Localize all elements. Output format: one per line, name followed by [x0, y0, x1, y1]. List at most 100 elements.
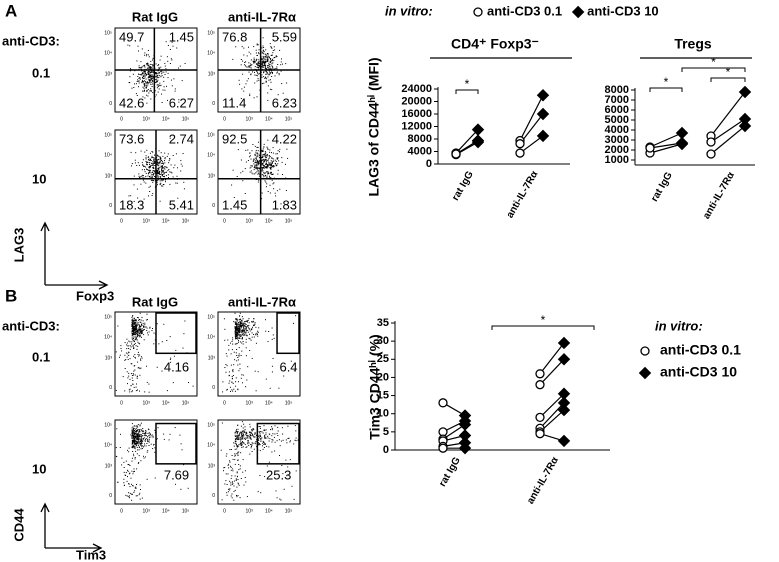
event-dot: [124, 368, 126, 369]
event-dot: [241, 324, 243, 326]
flow-y-tick-label: 10³: [208, 464, 216, 470]
event-dot: [230, 390, 231, 392]
event-dot: [133, 455, 135, 457]
event-dot: [151, 162, 153, 164]
quadrant-value: 4.22: [272, 131, 297, 146]
event-dot: [250, 73, 252, 75]
event-dot: [169, 49, 171, 50]
event-dot: [157, 427, 159, 429]
event-dot: [135, 436, 137, 438]
event-dot: [229, 480, 231, 482]
event-dot: [267, 171, 269, 173]
event-dot: [134, 443, 136, 445]
significance-bracket: [491, 325, 595, 330]
y-tick-label: 3000: [605, 134, 629, 146]
event-dot: [125, 359, 127, 361]
event-dot: [136, 95, 138, 96]
event-dot: [272, 158, 274, 160]
event-dot: [240, 436, 242, 438]
event-dot: [174, 164, 176, 166]
event-dot: [262, 66, 264, 68]
event-dot: [140, 434, 142, 436]
event-dot: [133, 374, 134, 376]
event-dot: [253, 334, 255, 335]
event-dot: [147, 173, 149, 175]
event-dot: [259, 435, 261, 437]
event-dot: [132, 432, 134, 434]
event-dot: [254, 322, 256, 324]
event-dot: [263, 172, 265, 174]
event-dot: [245, 324, 247, 325]
event-dot: [142, 71, 144, 73]
event-dot: [271, 71, 273, 73]
event-dot: [148, 159, 150, 161]
event-dot: [149, 433, 151, 435]
event-dot: [251, 332, 253, 334]
event-dot: [146, 85, 148, 87]
y-tick-label: 20000: [401, 95, 432, 107]
event-dot: [134, 336, 136, 338]
event-dot: [254, 82, 256, 84]
event-dot: [174, 427, 176, 429]
event-dot: [239, 330, 241, 332]
data-point: [535, 369, 545, 379]
significance-mark: *: [541, 313, 546, 327]
event-dot: [265, 330, 267, 332]
event-dot: [257, 153, 259, 155]
event-dot: [242, 73, 244, 75]
event-dot: [259, 444, 261, 446]
event-dot: [266, 68, 267, 70]
event-dot: [235, 385, 237, 387]
event-dot: [269, 71, 271, 73]
event-dot: [161, 168, 163, 170]
event-dot: [241, 433, 242, 435]
event-dot: [137, 438, 139, 440]
event-dot: [257, 167, 259, 169]
event-dot: [230, 482, 232, 484]
event-dot: [250, 166, 252, 168]
event-dot: [263, 164, 265, 166]
flow-y-tick-label: 10⁴: [207, 153, 215, 159]
event-dot: [135, 83, 137, 85]
event-dot: [272, 52, 274, 54]
event-dot: [235, 337, 237, 339]
event-dot: [246, 437, 248, 439]
event-dot: [234, 431, 236, 433]
event-dot: [243, 328, 245, 329]
event-dot: [144, 71, 146, 73]
event-dot: [257, 146, 259, 148]
event-dot: [160, 71, 162, 73]
event-dot: [261, 162, 263, 164]
event-dot: [253, 169, 255, 171]
flow-y-tick-label: 10⁴: [207, 335, 215, 341]
event-dot: [261, 164, 263, 166]
event-dot: [160, 182, 162, 184]
event-dot: [161, 170, 162, 172]
event-dot: [267, 147, 269, 149]
event-dot: [229, 489, 231, 491]
event-dot: [255, 168, 257, 170]
event-dot: [245, 338, 247, 340]
event-dot: [282, 174, 283, 175]
event-dot: [170, 58, 172, 60]
event-dot: [137, 197, 139, 199]
event-dot: [259, 160, 260, 162]
event-dot: [131, 363, 133, 365]
event-dot: [249, 66, 251, 68]
event-dot: [251, 357, 253, 359]
event-dot: [165, 181, 166, 183]
event-dot: [141, 445, 143, 447]
event-dot: [239, 465, 241, 467]
event-dot: [237, 327, 239, 329]
event-dot: [257, 159, 259, 161]
event-dot: [230, 466, 232, 468]
data-point: [515, 148, 525, 158]
event-dot: [254, 433, 256, 434]
event-dot: [241, 88, 243, 90]
event-dot: [257, 164, 259, 166]
event-dot: [236, 486, 238, 488]
event-dot: [153, 332, 155, 334]
event-dot: [123, 461, 125, 463]
event-dot: [247, 437, 249, 439]
event-dot: [237, 451, 239, 453]
